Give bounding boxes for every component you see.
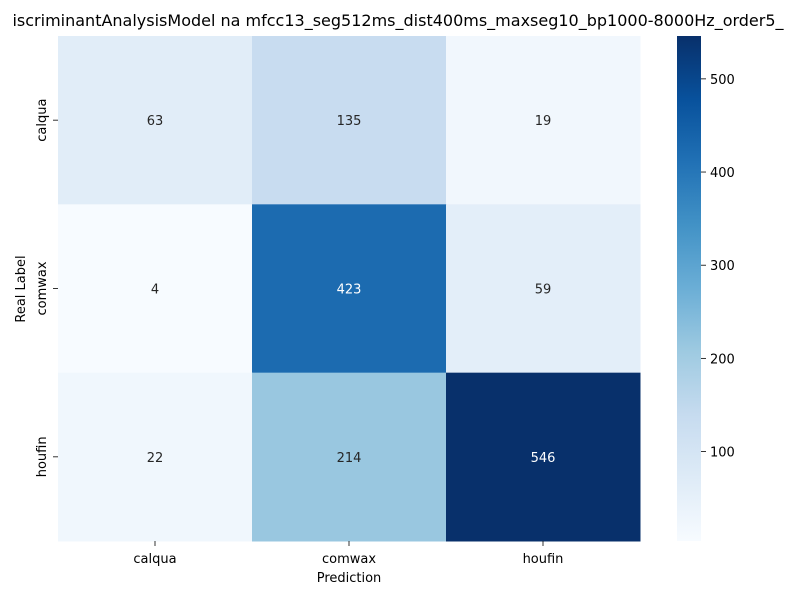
cell-value-label: 423 <box>337 283 362 298</box>
colorbar <box>677 36 701 541</box>
cell-value-label: 59 <box>535 283 552 298</box>
colorbar-ticks: 100 200 300 400 500 <box>701 73 735 461</box>
colorbar-tick-label: 200 <box>710 352 735 367</box>
x-axis-ticks: calqua comwax houfin <box>133 541 563 567</box>
x-tick-label: calqua <box>133 552 176 567</box>
y-axis-ticks: calqua comwax houfin <box>35 99 58 477</box>
cell-value-label: 63 <box>147 114 164 129</box>
heatmap-cell-calqua-houfin <box>446 36 641 205</box>
heatmap-cell-comwax-comwax <box>252 204 447 374</box>
cell-value-label: 214 <box>337 451 362 466</box>
colorbar-tick-label: 400 <box>710 166 735 181</box>
x-axis-label: Prediction <box>317 571 382 586</box>
chart-title: iscriminantAnalysisModel na mfcc13_seg51… <box>12 11 784 31</box>
heatmap-cell-houfin-comwax <box>252 372 447 542</box>
y-tick-label: calqua <box>35 99 50 142</box>
heatmap-cell-calqua-calqua <box>58 36 253 205</box>
cell-value-label: 546 <box>531 451 556 466</box>
heatmap-cells <box>58 36 641 542</box>
x-tick-label: comwax <box>322 552 376 567</box>
cell-value-label: 135 <box>337 114 362 129</box>
y-tick-label: houfin <box>35 436 50 477</box>
colorbar-tick-label: 300 <box>710 259 735 274</box>
heatmap-cell-comwax-calqua <box>58 204 253 374</box>
heatmap-cell-calqua-comwax <box>252 36 447 205</box>
heatmap-cell-comwax-houfin <box>446 204 641 374</box>
cell-value-label: 22 <box>147 451 164 466</box>
heatmap-cell-houfin-houfin <box>446 372 641 542</box>
cell-value-label: 4 <box>151 283 159 298</box>
y-tick-label: comwax <box>35 261 50 315</box>
y-axis-label: Real Label <box>14 255 29 322</box>
heatmap-cell-houfin-calqua <box>58 372 253 542</box>
x-tick-label: houfin <box>523 552 564 567</box>
heatmap-cell-labels: 63 135 19 4 423 59 22 214 546 <box>147 114 556 466</box>
colorbar-tick-label: 100 <box>710 446 735 461</box>
colorbar-tick-label: 500 <box>710 73 735 88</box>
cell-value-label: 19 <box>535 114 552 129</box>
